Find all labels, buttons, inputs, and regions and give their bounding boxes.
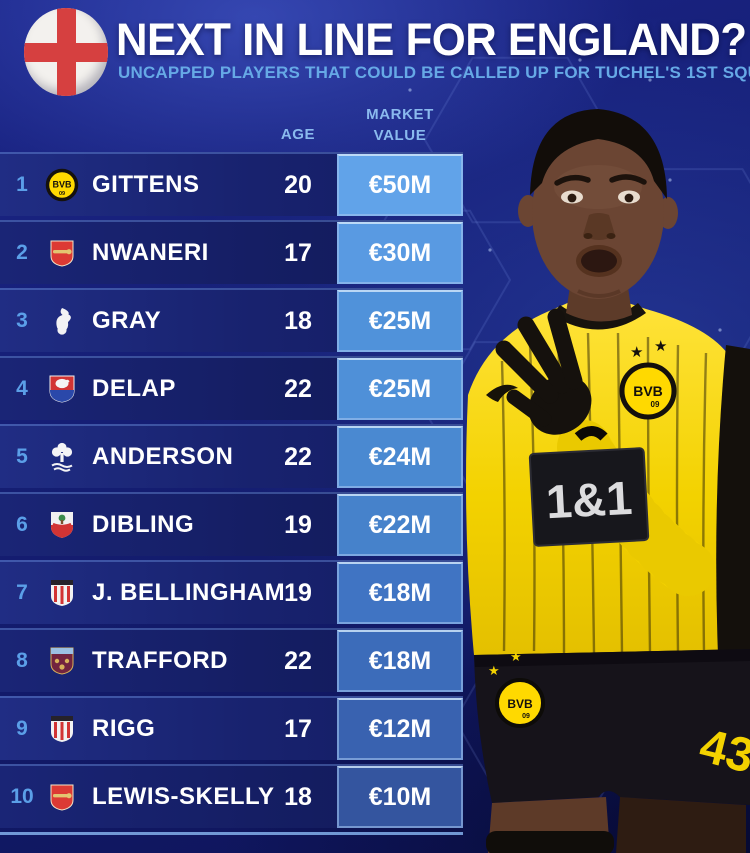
club-badge-southampton-icon bbox=[42, 494, 82, 556]
puma-logo-icon bbox=[486, 384, 518, 402]
player-name: J. BELLINGHAM bbox=[92, 579, 286, 606]
player-age: 22 bbox=[284, 646, 312, 675]
player-head bbox=[518, 109, 678, 322]
player-name: ANDERSON bbox=[92, 443, 234, 470]
table-row: 5 ANDERSON 22 €24M bbox=[0, 424, 463, 488]
chest-crest: ★ ★ BVB 09 bbox=[486, 338, 677, 420]
sponsor-text: 1&1 bbox=[545, 471, 634, 528]
market-value-cell: €30M bbox=[337, 222, 463, 284]
flag-cross-horizontal bbox=[24, 42, 108, 62]
black-glove-icon bbox=[495, 308, 608, 441]
player-age: 22 bbox=[284, 442, 312, 471]
table-row: 6 DIBLING 19 €22M bbox=[0, 492, 463, 556]
player-name: DIBLING bbox=[92, 511, 195, 538]
rank-label: 1 bbox=[16, 173, 28, 196]
legs bbox=[486, 797, 746, 853]
player-age: 17 bbox=[284, 238, 312, 267]
rank-label: 9 bbox=[16, 717, 28, 740]
rank-label: 3 bbox=[16, 309, 28, 332]
table-row: 10 LEWIS-SKELLY 18 €10M bbox=[0, 764, 463, 828]
rank-label: 6 bbox=[16, 513, 28, 536]
table-row: 4 DELAP 22 €25M bbox=[0, 356, 463, 420]
knee-band bbox=[486, 831, 614, 853]
rank-label: 8 bbox=[16, 649, 28, 672]
player-photo: ★ ★ BVB 09 1&1 bbox=[466, 109, 750, 853]
player-age: 20 bbox=[284, 170, 312, 199]
svg-text:BVB: BVB bbox=[52, 180, 72, 190]
bvb-badge-year: 09 bbox=[651, 400, 660, 409]
market-value-cell: €24M bbox=[337, 426, 463, 488]
table-row: 8 TRAFFORD 22 €18M bbox=[0, 628, 463, 692]
player-age: 18 bbox=[284, 782, 312, 811]
table-row: 2 NWANERI 17 €30M bbox=[0, 220, 463, 284]
eyes bbox=[561, 190, 640, 204]
market-value-cell: €10M bbox=[337, 766, 463, 828]
star-icon: ★ bbox=[510, 649, 522, 664]
club-badge-tottenham-icon bbox=[42, 290, 82, 352]
rank-label: 10 bbox=[10, 785, 34, 808]
table-bottom-rule bbox=[0, 832, 463, 835]
market-value-cell: €22M bbox=[337, 494, 463, 556]
england-flag-icon bbox=[24, 8, 108, 96]
player-name: DELAP bbox=[92, 375, 176, 402]
player-name: NWANERI bbox=[92, 239, 209, 266]
page-title: NEXT IN LINE FOR ENGLAND? bbox=[116, 14, 747, 65]
star-icon: ★ bbox=[654, 338, 667, 355]
table-row: 9 RIGG 17 €12M bbox=[0, 696, 463, 760]
market-value-cell: €18M bbox=[337, 562, 463, 624]
club-badge-arsenal-icon bbox=[42, 766, 82, 828]
player-name: GITTENS bbox=[92, 171, 200, 198]
player-name: TRAFFORD bbox=[92, 647, 228, 674]
bvb-shorts-badge-icon bbox=[495, 678, 545, 728]
club-badge-nottingham-forest-icon bbox=[42, 426, 82, 488]
table-row: 3 GRAY 18 €25M bbox=[0, 288, 463, 352]
club-badge-ipswich-town-icon bbox=[42, 358, 82, 420]
column-header-age: AGE bbox=[280, 126, 316, 143]
club-badge-sunderland-icon bbox=[42, 562, 82, 624]
player-ranking-table: 1 BVB 09 GITTENS 20 €50M 2 NWANERI 17 €30… bbox=[0, 152, 463, 835]
shorts: ★ ★ BVB 09 43 bbox=[474, 649, 750, 805]
player-age: 19 bbox=[284, 510, 312, 539]
svg-text:09: 09 bbox=[59, 191, 65, 197]
rank-label: 7 bbox=[16, 581, 28, 604]
player-age: 19 bbox=[284, 578, 312, 607]
player-name: GRAY bbox=[92, 307, 162, 334]
market-value-cell: €18M bbox=[337, 630, 463, 692]
eyebrows bbox=[554, 174, 647, 186]
shorts-number: 43 bbox=[695, 719, 750, 783]
table-row: 7 J. BELLINGHAM 19 €18M bbox=[0, 560, 463, 624]
column-header-market-value: MARKET VALUE bbox=[366, 106, 434, 144]
table-row: 1 BVB 09 GITTENS 20 €50M bbox=[0, 152, 463, 216]
player-age: 18 bbox=[284, 306, 312, 335]
player-age: 17 bbox=[284, 714, 312, 743]
bvb-badge-year: 09 bbox=[522, 713, 530, 720]
bvb-badge-text: BVB bbox=[633, 383, 663, 399]
open-mouth bbox=[581, 249, 617, 273]
page-subtitle: UNCAPPED PLAYERS THAT COULD BE CALLED UP… bbox=[118, 63, 750, 82]
bvb-chest-badge-icon bbox=[619, 362, 677, 420]
club-badge-borussia-dortmund-icon: BVB 09 bbox=[42, 154, 82, 216]
bvb-badge-text: BVB bbox=[507, 697, 533, 711]
club-badge-burnley-icon bbox=[42, 630, 82, 692]
club-badge-arsenal-icon bbox=[42, 222, 82, 284]
player-name: LEWIS-SKELLY bbox=[92, 783, 275, 810]
market-value-cell: €25M bbox=[337, 290, 463, 352]
club-badge-sunderland-icon bbox=[42, 698, 82, 760]
player-name: RIGG bbox=[92, 715, 156, 742]
rank-label: 2 bbox=[16, 241, 28, 264]
market-value-cell: €12M bbox=[337, 698, 463, 760]
player-age: 22 bbox=[284, 374, 312, 403]
jersey-sponsor: 1&1 bbox=[528, 447, 650, 547]
market-value-cell: €25M bbox=[337, 358, 463, 420]
star-icon: ★ bbox=[630, 344, 643, 361]
market-value-cell: €50M bbox=[337, 154, 463, 216]
rank-label: 5 bbox=[16, 445, 28, 468]
star-icon: ★ bbox=[488, 663, 500, 678]
rank-label: 4 bbox=[16, 377, 28, 400]
